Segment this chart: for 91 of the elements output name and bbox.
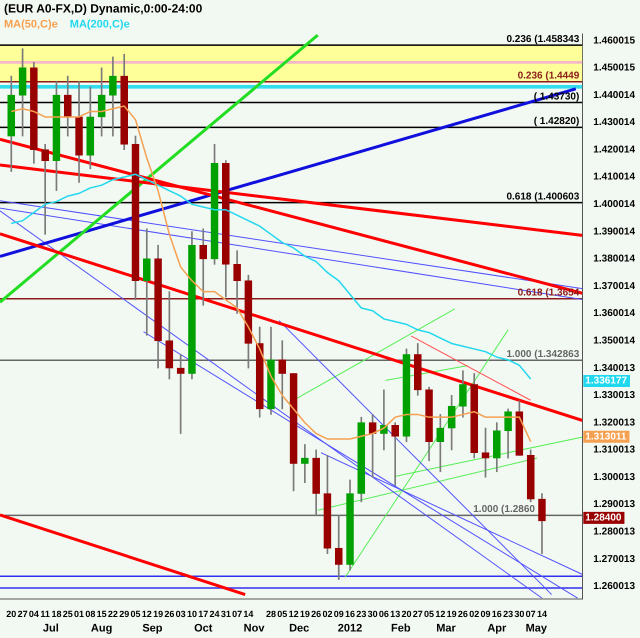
x-tick-label: 20: [401, 609, 412, 620]
text: MA(200,C)e: [70, 18, 130, 31]
y-tick-label: 1.410014: [593, 172, 636, 183]
x-tick-label: 07: [526, 609, 536, 620]
y-tick-label: 1.310013: [593, 444, 636, 456]
y-tick-label: 1.440014: [593, 90, 636, 101]
x-tick-label: 12: [435, 609, 446, 620]
x-tick-label: 02: [322, 609, 332, 620]
x-tick-label: 12: [288, 609, 299, 620]
x-tick-label: 03: [176, 609, 186, 620]
chart-title: (EUR A0-FX,D) Dynamic,0:00-24:00: [4, 1, 203, 16]
text: 1.313011: [585, 431, 627, 442]
x-tick-label: 06: [378, 609, 389, 620]
x-tick-label: 27: [18, 609, 28, 620]
text: Apr: [487, 622, 507, 635]
text: Oct: [194, 622, 213, 635]
y-tick-label: 1.340013: [593, 362, 636, 374]
x-tick-label: 11: [40, 609, 50, 620]
x-tick-label: 07: [232, 609, 242, 620]
x-tick-label: 30: [368, 609, 378, 620]
y-tick-label: 1.420014: [593, 144, 636, 156]
x-tick-label: 16: [492, 609, 502, 620]
x-tick-label: 05: [130, 609, 140, 620]
x-tick-label: 05: [424, 609, 434, 620]
y-tick-label: 1.390014: [593, 226, 636, 238]
text: Sep: [142, 622, 163, 635]
x-tick-label: 14: [243, 609, 254, 620]
y-tick-label: 1.320013: [593, 417, 636, 428]
x-tick-label: 26: [458, 609, 468, 620]
x-tick-label: 26: [164, 609, 174, 620]
x-tick-label: 26: [311, 609, 322, 620]
text: MA(50,C)e: [4, 18, 58, 31]
y-tick-label: 1.430014: [593, 117, 636, 128]
y-tick-label: 1.290013: [593, 499, 636, 510]
x-tick-label: 22: [108, 609, 118, 620]
text: 1.336177: [585, 376, 628, 387]
x-tick-label: 10: [186, 609, 197, 620]
ref-line-label: ( 1.42820): [534, 116, 580, 128]
x-tick-label: 19: [153, 609, 164, 620]
text: Dec: [289, 622, 310, 635]
ref-line-label: 1.000 (1.2860: [473, 504, 536, 516]
x-tick-label: 09: [334, 609, 344, 620]
ref-line-label: 0.236 (1.458343: [506, 34, 580, 45]
x-tick-label: 14: [536, 609, 547, 620]
x-tick-label: 29: [119, 609, 130, 620]
x-tick-label: 24: [210, 609, 220, 620]
text: Mar: [436, 622, 456, 635]
y-tick-label: 1.360014: [593, 308, 636, 320]
y-tick-label: 1.350014: [593, 335, 636, 346]
x-tick-label: 23: [503, 609, 514, 620]
x-tick-label: 16: [345, 609, 356, 620]
x-tick-label: 05: [277, 609, 288, 620]
ref-line-label: 0.236 (1.4449: [518, 70, 580, 82]
x-tick-label: 12: [142, 609, 152, 620]
ref-line-label: 0.618 (1.400603: [506, 191, 580, 202]
x-tick-label: 08: [85, 609, 96, 620]
x-tick-label: 19: [300, 609, 310, 620]
text: 1.28400: [585, 512, 622, 524]
x-tick-label: 20: [6, 609, 16, 620]
text: Feb: [391, 622, 411, 635]
x-tick-label: 28: [266, 609, 276, 620]
text: Nov: [244, 622, 266, 635]
x-tick-label: 09: [480, 609, 491, 620]
text: May: [526, 622, 548, 635]
text: Aug: [90, 622, 112, 635]
x-tick-label: 30: [514, 609, 524, 620]
x-tick-label: 01: [74, 609, 84, 620]
x-tick-label: 04: [28, 609, 39, 620]
text: Jul: [42, 622, 59, 635]
y-tick-label: 1.460015: [593, 35, 636, 46]
y-tick-label: 1.380014: [593, 254, 636, 265]
y-tick-label: 1.370014: [593, 280, 636, 292]
x-tick-label: 02: [469, 609, 480, 620]
y-tick-label: 1.400014: [593, 199, 636, 210]
x-tick-label: 23: [356, 609, 366, 620]
x-tick-label: 18: [51, 609, 62, 620]
y-tick-label: 1.450015: [593, 62, 636, 74]
x-tick-label: 17: [198, 609, 208, 620]
y-tick-label: 1.260013: [593, 581, 636, 592]
y-tick-label: 1.300013: [593, 472, 636, 483]
x-tick-label: 15: [96, 609, 107, 620]
x-tick-label: 13: [390, 609, 400, 620]
ref-line-label: 1.000 (1.342863: [506, 348, 580, 360]
x-tick-label: 27: [412, 609, 423, 620]
x-tick-label: 31: [220, 609, 231, 620]
text: 2012: [338, 622, 362, 635]
x-tick-label: 19: [446, 609, 457, 620]
x-tick-label: 25: [62, 609, 73, 620]
y-tick-label: 1.330013: [593, 390, 636, 402]
y-tick-label: 1.270013: [593, 554, 636, 565]
y-tick-label: 1.280013: [593, 526, 636, 538]
